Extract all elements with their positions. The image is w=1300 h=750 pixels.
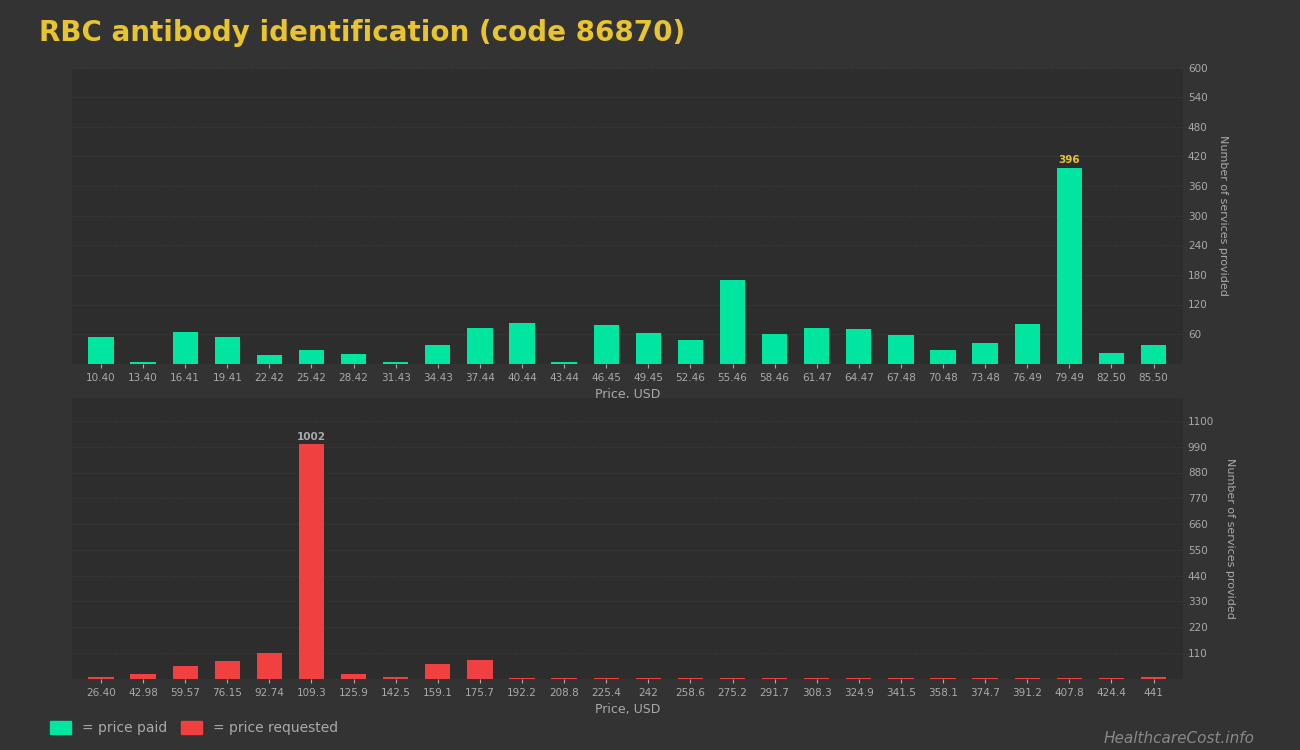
Text: HealthcareCost.info: HealthcareCost.info [1104, 731, 1254, 746]
X-axis label: Price, USD: Price, USD [594, 388, 660, 401]
Bar [1098, 353, 1124, 364]
Bar [972, 343, 998, 364]
Bar [805, 678, 829, 679]
Bar [425, 345, 450, 364]
Bar [510, 678, 534, 679]
Bar [636, 678, 660, 679]
Text: 396: 396 [1058, 155, 1080, 165]
Bar [762, 334, 788, 364]
Bar [846, 329, 871, 364]
Bar [594, 678, 619, 679]
Bar [931, 350, 956, 364]
Bar [384, 676, 408, 679]
Text: RBC antibody identification (code 86870): RBC antibody identification (code 86870) [39, 19, 685, 46]
Bar [972, 678, 998, 679]
Bar [1098, 678, 1124, 679]
Bar [720, 280, 745, 364]
Bar [677, 340, 703, 364]
Bar [551, 678, 577, 679]
Bar [130, 362, 156, 364]
Bar [341, 674, 367, 679]
Bar [1057, 168, 1082, 364]
Bar [846, 678, 871, 679]
Bar [1014, 324, 1040, 364]
Bar [1141, 676, 1166, 679]
Bar [425, 664, 450, 679]
Bar [551, 362, 577, 364]
Bar [173, 666, 198, 679]
Bar [467, 660, 493, 679]
Bar [1057, 678, 1082, 679]
Bar [805, 328, 829, 364]
Bar [130, 674, 156, 679]
Y-axis label: Number of services provided: Number of services provided [1225, 458, 1235, 619]
Bar [214, 662, 240, 679]
Bar [888, 335, 914, 364]
Legend: = price paid, = price requested: = price paid, = price requested [46, 717, 342, 740]
Bar [1014, 678, 1040, 679]
Bar [510, 323, 534, 364]
Text: 1002: 1002 [296, 431, 326, 442]
Bar [88, 676, 113, 679]
X-axis label: Price, USD: Price, USD [594, 704, 660, 716]
Bar [88, 337, 113, 364]
Bar [257, 355, 282, 364]
Y-axis label: Number of services provided: Number of services provided [1218, 135, 1228, 296]
Bar [173, 332, 198, 364]
Bar [1141, 345, 1166, 364]
Bar [594, 326, 619, 364]
Bar [214, 337, 240, 364]
Bar [384, 362, 408, 364]
Bar [636, 333, 660, 364]
Bar [677, 678, 703, 679]
Bar [888, 678, 914, 679]
Bar [931, 678, 956, 679]
Bar [720, 678, 745, 679]
Bar [762, 678, 788, 679]
Bar [467, 328, 493, 364]
Bar [299, 444, 324, 679]
Bar [341, 354, 367, 364]
Bar [257, 653, 282, 679]
Bar [299, 350, 324, 364]
